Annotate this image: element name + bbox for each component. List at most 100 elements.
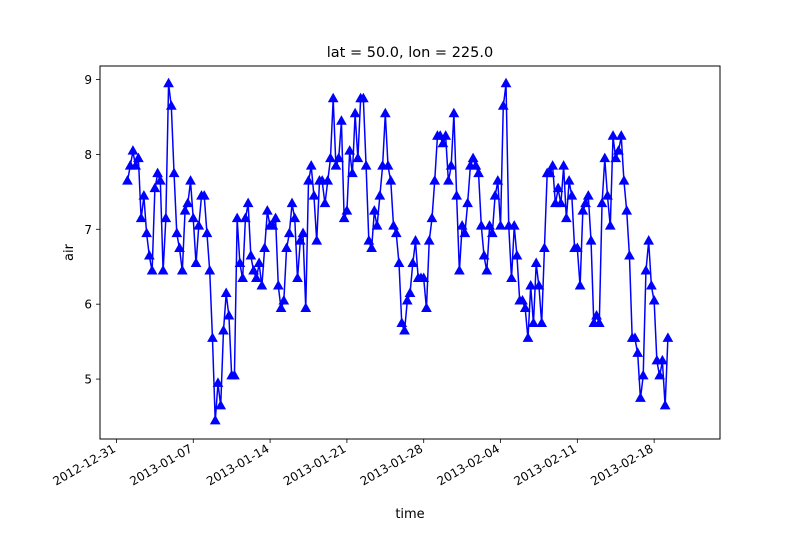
data-point-marker [352,152,364,163]
data-point-marker [371,220,383,230]
data-point-marker [185,175,196,185]
data-point-marker [138,190,150,200]
data-point-marker [327,92,339,103]
data-point-marker [146,265,158,275]
data-point-marker [292,272,303,283]
data-point-marker [319,197,331,208]
data-point-marker [566,190,578,200]
data-point-marker [418,272,430,283]
data-point-marker [289,212,301,223]
data-point-marker [511,250,523,260]
data-point-marker [237,272,249,283]
data-point-marker [591,309,602,320]
data-point-marker [256,279,268,290]
data-point-marker [470,160,482,170]
data-point-marker [602,190,613,200]
data-point-marker [448,107,460,118]
data-point-marker [393,257,405,268]
data-point-marker [253,257,265,268]
data-point-marker [363,235,375,245]
data-point-marker [440,130,452,140]
data-point-marker [333,152,345,163]
data-point-marker [610,152,622,163]
data-point-marker [204,265,216,275]
data-point-marker [426,212,438,223]
data-point-marker [300,302,312,312]
y-tick-label: 6 [84,298,92,312]
data-point-marker [475,220,487,230]
data-point-marker [201,227,213,238]
data-point-marker [396,317,408,327]
data-point-marker [429,175,441,185]
chart-title: lat = 50.0, lon = 225.0 [327,45,493,61]
data-point-marker [160,212,172,223]
data-point-marker [451,190,462,200]
data-point-marker [234,257,246,268]
data-point-marker [547,160,559,170]
data-point-marker [141,227,152,238]
data-point-marker [410,235,421,245]
data-point-marker [539,242,550,253]
data-point-marker [604,220,616,230]
data-point-marker [478,250,490,260]
data-point-marker [596,197,608,208]
data-point-marker [618,175,630,185]
data-point-marker [157,265,169,275]
data-point-marker [171,227,183,238]
data-point-marker [218,324,229,335]
data-point-marker [283,227,295,238]
data-point-marker [613,145,624,155]
data-point-marker [336,115,347,125]
y-tick-label: 8 [84,148,92,162]
data-point-marker [640,265,652,275]
data-point-marker [152,167,163,178]
data-point-marker [506,272,517,283]
data-point-marker [621,205,633,215]
data-point-marker [281,242,292,253]
data-point-marker [135,212,147,223]
data-point-marker [484,220,495,230]
data-point-marker [245,250,257,260]
data-point-marker [492,175,504,185]
data-point-marker [423,235,435,245]
data-point-marker [646,279,657,290]
data-point-marker [212,377,224,387]
data-point-marker [495,220,506,230]
data-point-marker [223,309,235,320]
data-point-marker [341,205,353,215]
data-point-marker [593,317,605,327]
data-point-marker [215,399,227,410]
data-point-marker [459,227,471,238]
data-point-marker [127,145,139,155]
data-point-marker [154,175,166,185]
data-point-marker [563,175,575,185]
data-point-marker [242,197,254,208]
data-point-marker [122,175,133,185]
y-axis-label: air [62,243,77,261]
data-point-marker [632,347,644,357]
data-point-marker [374,190,386,200]
data-point-marker [404,287,416,297]
data-point-marker [338,212,350,223]
data-point-marker [558,160,569,170]
data-point-marker [401,294,413,305]
data-point-marker [179,205,191,215]
data-point-marker [489,190,501,200]
data-point-marker [231,212,243,223]
data-point-marker [261,205,273,215]
data-point-marker [473,167,484,178]
data-point-marker [325,152,336,163]
data-point-marker [582,190,594,200]
data-point-marker [248,265,259,275]
data-point-marker [176,265,188,275]
data-point-marker [259,242,270,253]
data-point-marker [585,235,597,245]
data-point-marker [467,152,479,163]
data-point-marker [182,197,194,208]
data-point-marker [267,220,279,230]
data-point-marker [525,279,537,290]
x-axis-label: time [395,507,424,522]
data-point-marker [443,175,454,185]
